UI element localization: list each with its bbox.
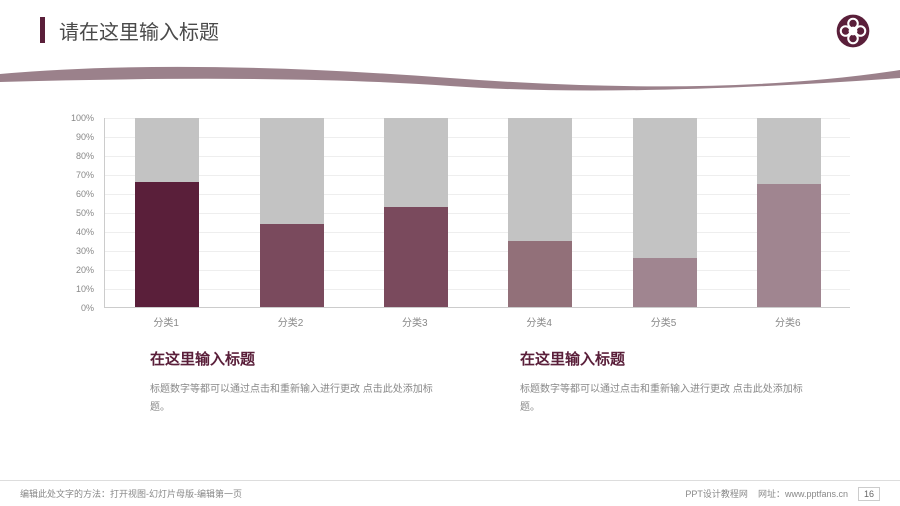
x-tick-label: 分类1 — [134, 314, 198, 329]
footer-right: PPT设计教程网 网址：www.pptfans.cn 16 — [685, 487, 880, 501]
footer-hint: 编辑此处文字的方法：打开视图-幻灯片母版-编辑第一页 — [20, 487, 685, 500]
grid-line — [105, 137, 850, 138]
y-tick-label: 80% — [76, 151, 94, 161]
y-tick-label: 0% — [81, 303, 94, 313]
bar-value — [135, 182, 199, 307]
title-accent-bar — [40, 17, 45, 43]
footer-site: PPT设计教程网 — [685, 487, 748, 500]
grid-line — [105, 232, 850, 233]
text-blocks: 在这里输入标题 标题数字等都可以通过点击和重新输入进行更改 点击此处添加标题。 … — [150, 348, 810, 417]
decorative-swoosh — [0, 58, 900, 118]
page-number: 16 — [858, 487, 880, 501]
grid-line — [105, 270, 850, 271]
y-tick-label: 90% — [76, 132, 94, 142]
bar-group — [633, 118, 697, 307]
y-tick-label: 50% — [76, 208, 94, 218]
y-tick-label: 100% — [71, 113, 94, 123]
footer: 编辑此处文字的方法：打开视图-幻灯片母版-编辑第一页 PPT设计教程网 网址：w… — [0, 480, 900, 506]
grid-line — [105, 118, 850, 119]
x-tick-label: 分类5 — [632, 314, 696, 329]
grid-line — [105, 289, 850, 290]
text-block-2: 在这里输入标题 标题数字等都可以通过点击和重新输入进行更改 点击此处添加标题。 — [520, 348, 810, 417]
y-axis: 0%10%20%30%40%50%60%70%80%90%100% — [60, 118, 100, 308]
bar-value — [757, 184, 821, 307]
bar-chart: 0%10%20%30%40%50%60%70%80%90%100% 分类1分类2… — [60, 118, 850, 328]
bar-group — [757, 118, 821, 307]
grid-line — [105, 251, 850, 252]
block-body: 标题数字等都可以通过点击和重新输入进行更改 点击此处添加标题。 — [150, 381, 440, 417]
bar-value — [384, 207, 448, 307]
bar-group — [508, 118, 572, 307]
brand-logo-icon — [836, 14, 870, 48]
y-tick-label: 10% — [76, 284, 94, 294]
bar-value — [633, 258, 697, 307]
bar-group — [384, 118, 448, 307]
x-tick-label: 分类4 — [507, 314, 571, 329]
page-title: 请在这里输入标题 — [59, 16, 219, 45]
text-block-1: 在这里输入标题 标题数字等都可以通过点击和重新输入进行更改 点击此处添加标题。 — [150, 348, 440, 417]
x-tick-label: 分类2 — [259, 314, 323, 329]
y-tick-label: 20% — [76, 265, 94, 275]
y-tick-label: 40% — [76, 227, 94, 237]
grid-line — [105, 175, 850, 176]
bar-group — [260, 118, 324, 307]
block-title: 在这里输入标题 — [520, 348, 810, 369]
bar-value — [508, 241, 572, 307]
block-body: 标题数字等都可以通过点击和重新输入进行更改 点击此处添加标题。 — [520, 381, 810, 417]
block-title: 在这里输入标题 — [150, 348, 440, 369]
bar-value — [260, 224, 324, 307]
footer-url-label: 网址：www.pptfans.cn — [758, 487, 848, 500]
x-tick-label: 分类3 — [383, 314, 447, 329]
y-tick-label: 70% — [76, 170, 94, 180]
chart-plot — [104, 118, 850, 308]
grid-line — [105, 156, 850, 157]
y-tick-label: 60% — [76, 189, 94, 199]
bar-group — [135, 118, 199, 307]
header: 请在这里输入标题 — [0, 0, 900, 60]
grid-line — [105, 213, 850, 214]
x-tick-label: 分类6 — [756, 314, 820, 329]
grid-line — [105, 194, 850, 195]
y-tick-label: 30% — [76, 246, 94, 256]
